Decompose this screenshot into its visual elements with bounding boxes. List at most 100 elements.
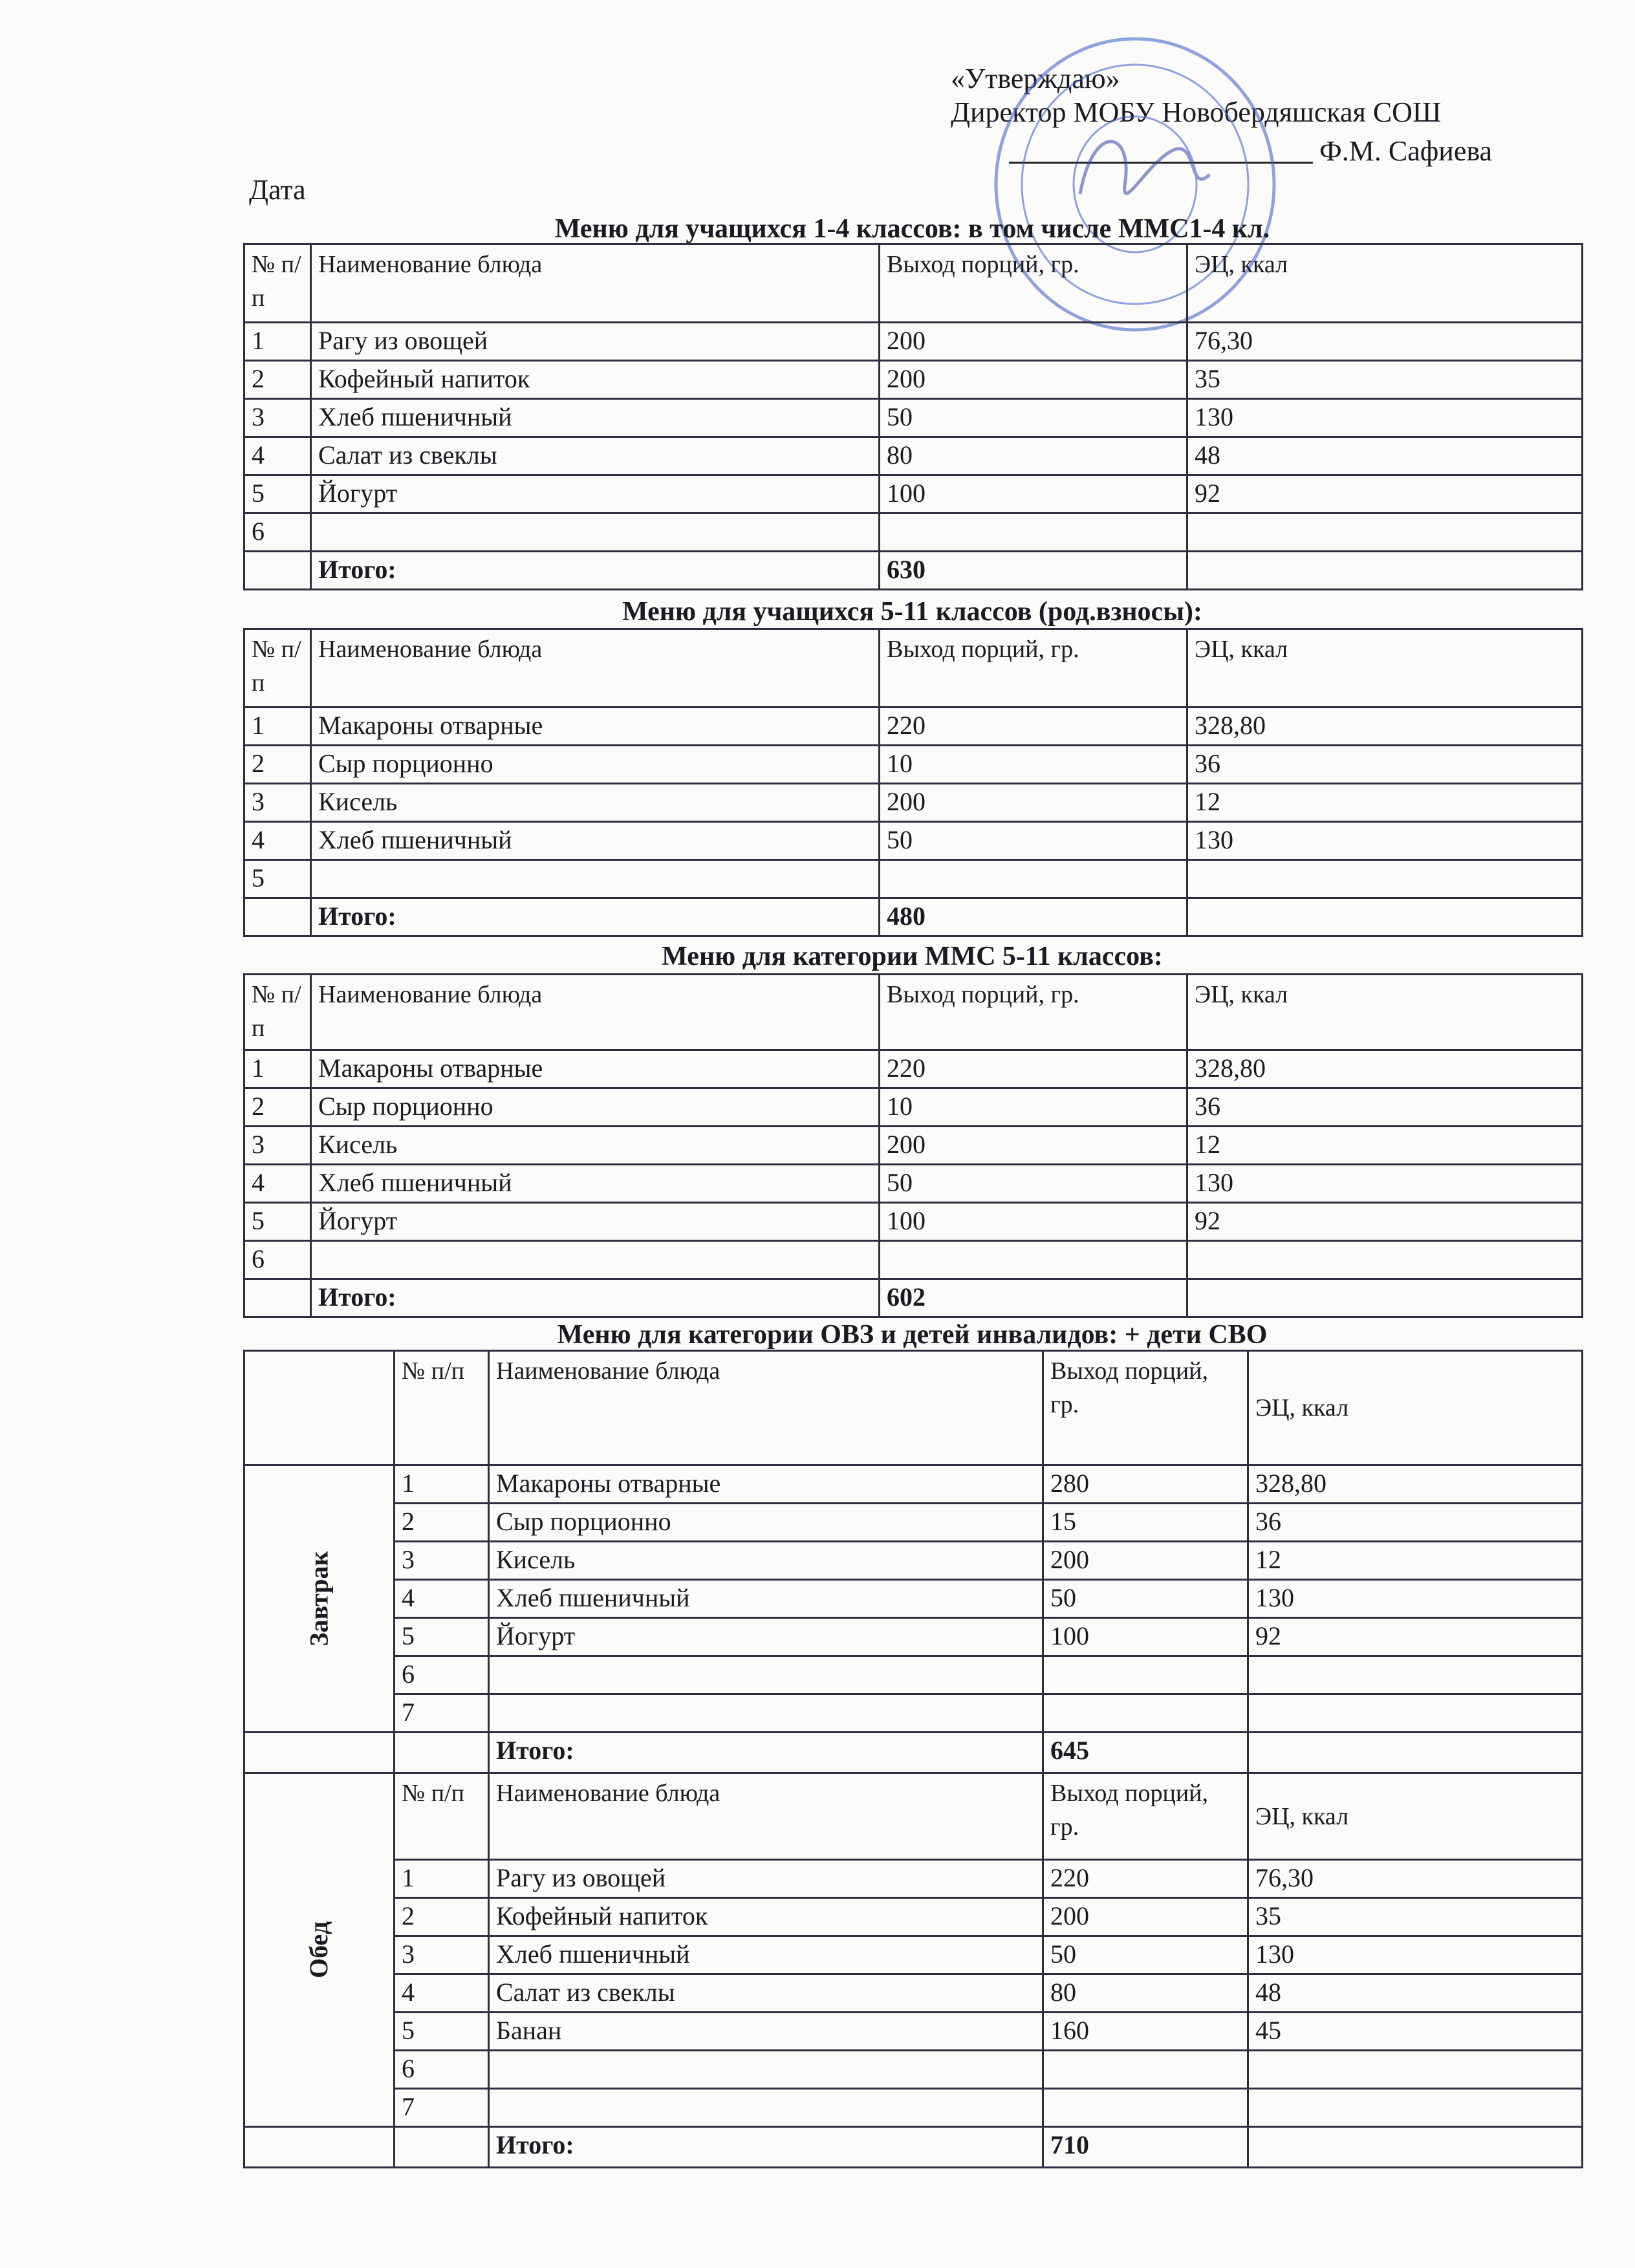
table-row: 5 Йогурт 100 92 bbox=[243, 474, 1583, 514]
cell-kcal bbox=[1186, 1240, 1583, 1280]
cell-name: Макароны отварные bbox=[310, 1049, 880, 1089]
cell-kcal: 130 bbox=[1186, 1163, 1583, 1204]
cell-name: Хлеб пшеничный bbox=[310, 1163, 880, 1204]
cell-empty bbox=[1246, 2126, 1584, 2168]
menu-title: Меню для учащихся 1-4 классов: в том чис… bbox=[554, 214, 1270, 244]
cell-name: Хлеб пшеничный bbox=[488, 1935, 1044, 1975]
cell-name: Кисель bbox=[310, 1125, 880, 1165]
cell-kcal: 92 bbox=[1186, 474, 1583, 514]
col-num-header: № п/п bbox=[243, 243, 312, 323]
cell-empty bbox=[393, 1731, 490, 1774]
cell-kcal: 130 bbox=[1186, 821, 1583, 861]
cell-num: 5 bbox=[243, 474, 312, 514]
approval-label: «Утверждаю» bbox=[951, 63, 1120, 94]
cell-empty bbox=[1186, 897, 1583, 937]
cell-num: 5 bbox=[243, 859, 312, 899]
cell-name: Салат из свеклы bbox=[310, 436, 880, 476]
ovz-menu-table: № п/п Наименование блюда Выход порций, гр.… bbox=[243, 1350, 1584, 2168]
col-weight-header: Выход порций, гр. bbox=[878, 628, 1188, 708]
col-weight-header: Выход порций, гр. bbox=[1042, 1772, 1249, 1861]
cell-kcal: 12 bbox=[1186, 783, 1583, 823]
cell-kcal: 36 bbox=[1246, 1502, 1584, 1542]
cell-weight: 220 bbox=[878, 706, 1188, 746]
col-kcal-header: ЭЦ, ккал bbox=[1186, 973, 1583, 1051]
cell-num: 4 bbox=[243, 821, 312, 861]
director-title: Директор МОБУ Новобердяшская СОШ bbox=[951, 96, 1442, 128]
cell-num: 3 bbox=[243, 398, 312, 438]
table-row: 7 bbox=[244, 1693, 1584, 1733]
cell-name: Рагу из овощей bbox=[488, 1859, 1044, 1899]
cell-empty bbox=[243, 550, 312, 590]
cell-name bbox=[310, 1240, 880, 1280]
cell-name: Макароны отварные bbox=[488, 1464, 1044, 1504]
menu-title: Меню для категории ОВЗ и детей инвалидов… bbox=[557, 1320, 1268, 1350]
menu-table: № п/п Наименование блюда Выход порций, гр.… bbox=[243, 243, 1583, 590]
cell-weight: 100 bbox=[878, 1202, 1188, 1242]
table-row: 6 bbox=[243, 512, 1583, 552]
cell-name: Хлеб пшеничный bbox=[310, 821, 880, 861]
cell-num: 2 bbox=[243, 744, 312, 784]
cell-num: 3 bbox=[243, 783, 312, 823]
cell-kcal: 48 bbox=[1186, 436, 1583, 476]
col-name-header: Наименование блюда bbox=[488, 1350, 1044, 1466]
table-row: 2 Сыр порционно 10 36 bbox=[243, 1087, 1583, 1127]
header-row: № п/п Наименование блюда Выход порций, гр.… bbox=[243, 1350, 1584, 1466]
menu-title: Меню для учащихся 5-11 классов (род.взно… bbox=[622, 597, 1202, 627]
cell-num: 6 bbox=[243, 1240, 312, 1280]
cell-name bbox=[488, 2088, 1044, 2128]
cell-name: Сыр порционно bbox=[310, 1087, 880, 1127]
cell-num: 4 bbox=[243, 1163, 312, 1204]
cell-num: 5 bbox=[393, 2011, 490, 2051]
cell-kcal bbox=[1246, 2049, 1584, 2090]
cell-kcal bbox=[1186, 859, 1583, 899]
cell-num: 7 bbox=[393, 1693, 490, 1733]
col-num-header: № п/п bbox=[393, 1772, 490, 1861]
cell-kcal: 12 bbox=[1246, 1540, 1584, 1581]
menu-table: № п/п Наименование блюда Выход порций, гр.… bbox=[243, 628, 1583, 937]
col-weight-header: Выход порций, гр. bbox=[878, 243, 1188, 323]
table-row: 4 Салат из свеклы 80 48 bbox=[244, 1973, 1584, 2013]
cell-weight: 50 bbox=[878, 1163, 1188, 1204]
cell-weight: 200 bbox=[878, 783, 1188, 823]
total-row: Итого: 630 bbox=[243, 550, 1583, 590]
cell-weight bbox=[1042, 2049, 1249, 2090]
cell-name: Йогурт bbox=[310, 1202, 880, 1242]
menu-table: № п/п Наименование блюда Выход порций, гр.… bbox=[243, 973, 1583, 1318]
cell-weight: 80 bbox=[878, 436, 1188, 476]
table-row: 5 Йогурт 100 92 bbox=[243, 1202, 1583, 1242]
cell-weight: 15 bbox=[1042, 1502, 1249, 1542]
total-row: Итого: 645 bbox=[243, 1731, 1584, 1774]
table-row: Завтрак 1 Макароны отварные 280 328,80 bbox=[243, 1464, 1584, 1733]
cell-empty bbox=[243, 897, 312, 937]
cell-weight: 200 bbox=[1042, 1540, 1249, 1581]
cell-name: Хлеб пшеничный bbox=[310, 398, 880, 438]
table-row: 6 bbox=[243, 1240, 1583, 1280]
cell-name: Кисель bbox=[488, 1540, 1044, 1581]
cell-kcal: 328,80 bbox=[1246, 1464, 1584, 1504]
table-row: 1 Рагу из овощей 200 76,30 bbox=[243, 321, 1583, 362]
table-row: 3 Хлеб пшеничный 50 130 bbox=[243, 398, 1583, 438]
cell-empty bbox=[243, 1350, 395, 1466]
cell-empty bbox=[1186, 1278, 1583, 1318]
col-num-header: № п/п bbox=[243, 973, 312, 1051]
table-row: 1 Макароны отварные 220 328,80 bbox=[243, 1049, 1583, 1089]
col-kcal-header: ЭЦ, ккал bbox=[1186, 243, 1583, 323]
total-label: Итого: bbox=[488, 2126, 1044, 2168]
table-row: 6 bbox=[244, 2049, 1584, 2090]
signature bbox=[1078, 140, 1211, 195]
header-row: № п/п Наименование блюда Выход порций, гр.… bbox=[243, 628, 1583, 708]
cell-name: Салат из свеклы bbox=[488, 1973, 1044, 2013]
cell-num: 4 bbox=[243, 436, 312, 476]
table-row: 7 bbox=[244, 2088, 1584, 2128]
cell-weight: 220 bbox=[878, 1049, 1188, 1089]
cell-weight: 100 bbox=[878, 474, 1188, 514]
cell-weight bbox=[878, 859, 1188, 899]
total-value: 710 bbox=[1042, 2126, 1249, 2168]
cell-num: 6 bbox=[393, 2049, 490, 2090]
cell-num: 3 bbox=[393, 1540, 490, 1581]
cell-name bbox=[488, 1655, 1044, 1695]
cell-name: Кисель bbox=[310, 783, 880, 823]
table-row: 3 Хлеб пшеничный 50 130 bbox=[244, 1935, 1584, 1975]
cell-kcal bbox=[1246, 1693, 1584, 1733]
cell-num: 1 bbox=[393, 1859, 490, 1899]
